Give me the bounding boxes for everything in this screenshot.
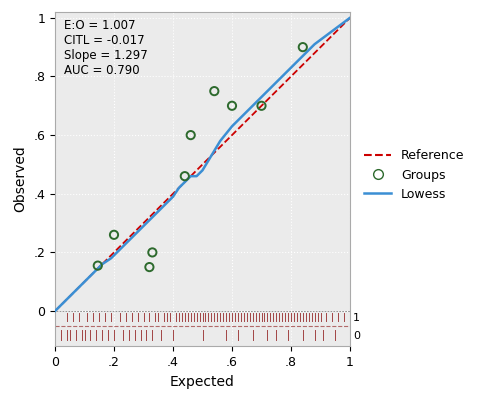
Point (181, 173, 189, 179)
Point (146, 264, 154, 270)
Point (148, 249, 156, 256)
X-axis label: Expected: Expected (170, 375, 235, 388)
Point (210, 88, 218, 94)
Point (186, 132, 194, 138)
Point (258, 103, 266, 109)
Text: 0: 0 (353, 331, 360, 341)
Point (299, 44, 307, 50)
Text: E:O = 1.007
CITL = -0.017
Slope = 1.297
AUC = 0.790: E:O = 1.007 CITL = -0.017 Slope = 1.297 … (64, 19, 148, 77)
Text: 1: 1 (353, 313, 360, 324)
Point (94, 262, 102, 269)
Y-axis label: Observed: Observed (14, 146, 28, 213)
Point (228, 103, 236, 109)
Point (110, 232, 118, 238)
Legend: Reference, Groups, Lowess: Reference, Groups, Lowess (359, 144, 470, 206)
